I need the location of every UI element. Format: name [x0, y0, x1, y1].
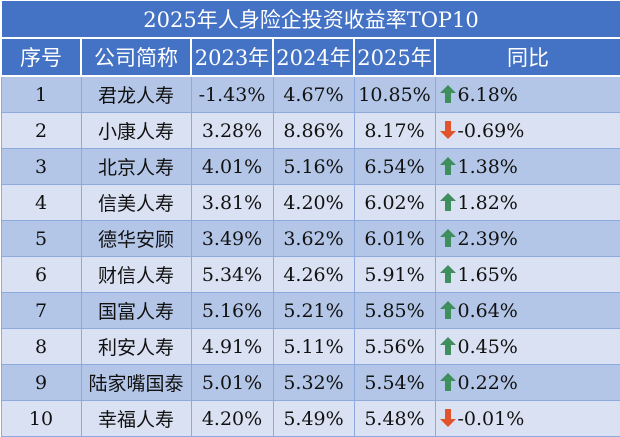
yield-2024-cell: 8.86% — [272, 112, 355, 149]
table-row: 10 幸福人寿 4.20% 5.49% 5.48% -0.01% — [0, 400, 620, 437]
yield-2025-cell: 5.91% — [353, 256, 436, 293]
arrow-up-icon — [439, 84, 456, 103]
company-cell: 利安人寿 — [80, 328, 192, 365]
yoy-value: 0.64% — [457, 299, 518, 322]
yield-2024-cell: 3.62% — [272, 220, 355, 257]
rank-cell: 6 — [0, 256, 82, 293]
arrow-up-icon — [439, 156, 456, 175]
yoy-cell: 2.39% — [434, 220, 620, 257]
yoy-cell: -0.01% — [434, 400, 620, 437]
col-header-rank: 序号 — [0, 37, 82, 77]
company-cell: 财信人寿 — [80, 256, 192, 293]
yield-2025-cell: 6.01% — [353, 220, 436, 257]
yield-2025-cell: 8.17% — [353, 112, 436, 149]
yield-2024-cell: 5.16% — [272, 148, 355, 185]
rank-cell: 4 — [0, 184, 82, 221]
rank-cell: 5 — [0, 220, 82, 257]
yield-2024-cell: 5.32% — [272, 364, 355, 401]
yoy-value: 6.18% — [457, 83, 518, 106]
table-row: 7 国富人寿 5.16% 5.21% 5.85% 0.64% — [0, 292, 620, 329]
rank-cell: 10 — [0, 400, 82, 437]
table-row: 5 德华安顾 3.49% 3.62% 6.01% 2.39% — [0, 220, 620, 257]
yield-2023-cell: 3.28% — [190, 112, 274, 149]
col-header-2023: 2023年 — [190, 37, 274, 77]
yield-2023-cell: 5.16% — [190, 292, 274, 329]
company-cell: 信美人寿 — [80, 184, 192, 221]
arrow-up-icon — [439, 228, 456, 247]
yield-2024-cell: 5.21% — [272, 292, 355, 329]
company-cell: 国富人寿 — [80, 292, 192, 329]
col-header-company: 公司简称 — [80, 37, 192, 77]
yoy-cell: 1.82% — [434, 184, 620, 221]
yoy-cell: 6.18% — [434, 75, 620, 113]
table-row: 2 小康人寿 3.28% 8.86% 8.17% -0.69% — [0, 112, 620, 149]
company-cell: 德华安顾 — [80, 220, 192, 257]
yoy-value: 2.39% — [457, 227, 518, 250]
company-cell: 幸福人寿 — [80, 400, 192, 437]
yoy-cell: 1.65% — [434, 256, 620, 293]
company-cell: 北京人寿 — [80, 148, 192, 185]
yield-2023-cell: 3.81% — [190, 184, 274, 221]
yoy-cell: 1.38% — [434, 148, 620, 185]
yield-2024-cell: 5.11% — [272, 328, 355, 365]
yield-2025-cell: 5.48% — [353, 400, 436, 437]
rank-cell: 1 — [0, 75, 82, 113]
col-header-yoy: 同比 — [433, 37, 620, 77]
arrow-up-icon — [439, 300, 456, 319]
rank-cell: 3 — [0, 148, 82, 185]
table-row: 4 信美人寿 3.81% 4.20% 6.02% 1.82% — [0, 184, 620, 221]
yield-2024-cell: 4.26% — [272, 256, 355, 293]
yield-2023-cell: 4.91% — [190, 328, 274, 365]
col-header-2024: 2024年 — [272, 37, 355, 77]
rank-cell: 7 — [0, 292, 82, 329]
yield-2025-cell: 6.02% — [353, 184, 436, 221]
arrow-down-icon — [439, 120, 456, 139]
company-cell: 小康人寿 — [80, 112, 192, 149]
yoy-value: -0.69% — [457, 119, 525, 142]
rank-cell: 8 — [0, 328, 82, 365]
rank-cell: 9 — [0, 364, 82, 401]
arrow-up-icon — [439, 264, 456, 283]
yield-2023-cell: 5.34% — [190, 256, 274, 293]
yield-2023-cell: 5.01% — [190, 364, 274, 401]
yield-2023-cell: 4.01% — [190, 148, 274, 185]
table-row: 3 北京人寿 4.01% 5.16% 6.54% 1.38% — [0, 148, 620, 185]
table-row: 6 财信人寿 5.34% 4.26% 5.91% 1.65% — [0, 256, 620, 293]
yield-2025-cell: 6.54% — [353, 148, 436, 185]
table-row: 8 利安人寿 4.91% 5.11% 5.56% 0.45% — [0, 328, 620, 365]
yield-2023-cell: 3.49% — [190, 220, 274, 257]
arrow-up-icon — [439, 336, 456, 355]
col-header-2025: 2025年 — [353, 37, 436, 77]
yoy-cell: -0.69% — [434, 112, 620, 149]
yield-2025-cell: 5.54% — [353, 364, 436, 401]
yield-2024-cell: 4.20% — [272, 184, 355, 221]
yield-2024-cell: 5.49% — [272, 400, 355, 437]
yoy-value: -0.01% — [457, 407, 525, 430]
yoy-cell: 0.64% — [434, 292, 620, 329]
yield-2024-cell: 4.67% — [272, 75, 355, 113]
yoy-cell: 0.22% — [434, 364, 620, 401]
company-cell: 陆家嘴国泰 — [80, 364, 192, 401]
yoy-value: 1.38% — [457, 155, 518, 178]
yield-2025-cell: 5.56% — [353, 328, 436, 365]
yield-2023-cell: -1.43% — [190, 75, 274, 113]
yoy-cell: 0.45% — [434, 328, 620, 365]
yoy-value: 1.65% — [457, 263, 518, 286]
arrow-down-icon — [439, 408, 456, 427]
table-row: 1 君龙人寿 -1.43% 4.67% 10.85% 6.18% — [0, 75, 620, 113]
table-title: 2025年人身险企投资收益率TOP10 — [0, 0, 620, 39]
rank-cell: 2 — [0, 112, 82, 149]
company-cell: 君龙人寿 — [80, 75, 192, 113]
yoy-value: 1.82% — [457, 191, 518, 214]
yield-2023-cell: 4.20% — [190, 400, 274, 437]
arrow-up-icon — [439, 192, 456, 211]
yield-2025-cell: 10.85% — [353, 75, 436, 113]
arrow-up-icon — [439, 372, 456, 391]
yoy-value: 0.45% — [457, 335, 518, 358]
yoy-value: 0.22% — [457, 371, 518, 394]
yield-2025-cell: 5.85% — [353, 292, 436, 329]
table-row: 9 陆家嘴国泰 5.01% 5.32% 5.54% 0.22% — [0, 364, 620, 401]
